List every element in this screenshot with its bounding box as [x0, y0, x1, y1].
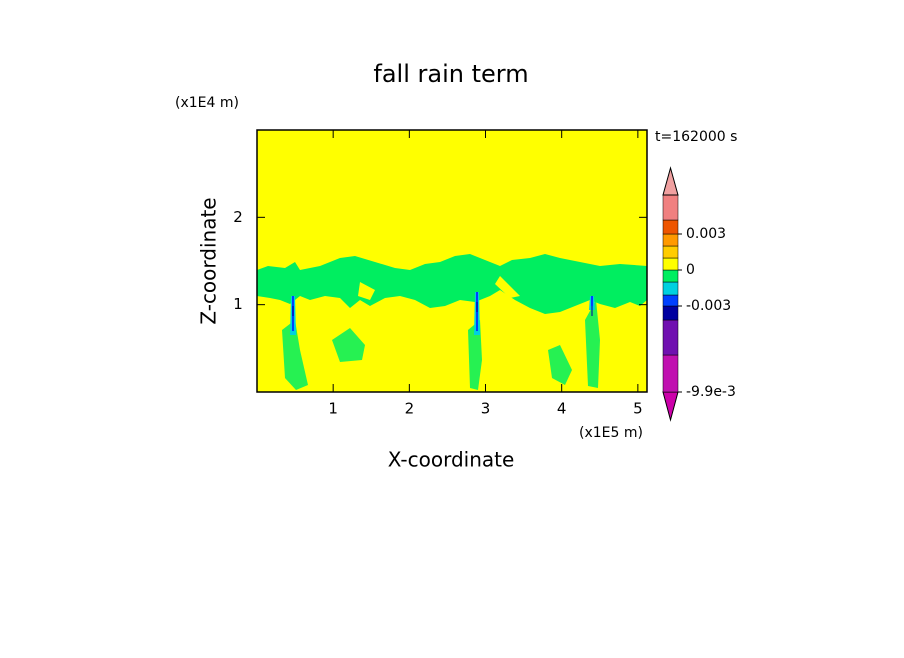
x-unit: (x1E5 m) [579, 425, 643, 441]
contour-region [468, 320, 482, 390]
contour-region [591, 296, 593, 306]
plot-frame [256, 129, 648, 393]
contour-region [257, 254, 647, 314]
x-tick-label: 2 [405, 400, 415, 418]
y-unit: (x1E4 m) [175, 95, 239, 111]
contour-region [476, 302, 478, 312]
contour-region [548, 345, 572, 385]
colorbar-segment [662, 269, 679, 283]
colorbar-segment [662, 319, 679, 356]
colorbar-segment [662, 194, 679, 221]
colorbar-extend-low [662, 391, 679, 422]
x-tick-label: 4 [557, 400, 567, 418]
colorbar-extend-high [662, 166, 679, 196]
contour-region [282, 320, 308, 390]
colorbar-segment [662, 281, 679, 296]
x-axis-label: X-coordinate [388, 448, 515, 472]
colorbar-tick-label: 0 [686, 262, 695, 278]
colorbar-segment [662, 354, 679, 393]
contour-region [332, 328, 365, 362]
contour-region [591, 306, 593, 316]
colorbar-tick-label: 0.003 [686, 226, 726, 242]
colorbar-segment [662, 219, 679, 235]
colorbar: 0.003 0 -0.003 -9.9e-3 [662, 166, 736, 422]
x-tick-label: 1 [328, 400, 338, 418]
colorbar-tick-label: -9.9e-3 [686, 384, 736, 400]
x-tick-label: 5 [633, 400, 643, 418]
chart-title: fall rain term [373, 60, 528, 88]
colorbar-segment [662, 305, 679, 321]
time-label: t=162000 s [655, 129, 737, 145]
contour-field [257, 130, 647, 392]
colorbar-segment [662, 233, 679, 247]
y-tick-label: 2 [233, 208, 243, 226]
colorbar-segment [662, 257, 679, 271]
colorbar-tick-label: -0.003 [686, 298, 731, 314]
contour-region [292, 306, 294, 316]
y-axis-label: Z-coordinate [197, 197, 221, 324]
contour-region [585, 300, 600, 388]
x-tick-label: 3 [481, 400, 491, 418]
colorbar-segment [662, 294, 679, 307]
colorbar-segment [662, 245, 679, 259]
y-tick-label: 1 [233, 295, 243, 313]
